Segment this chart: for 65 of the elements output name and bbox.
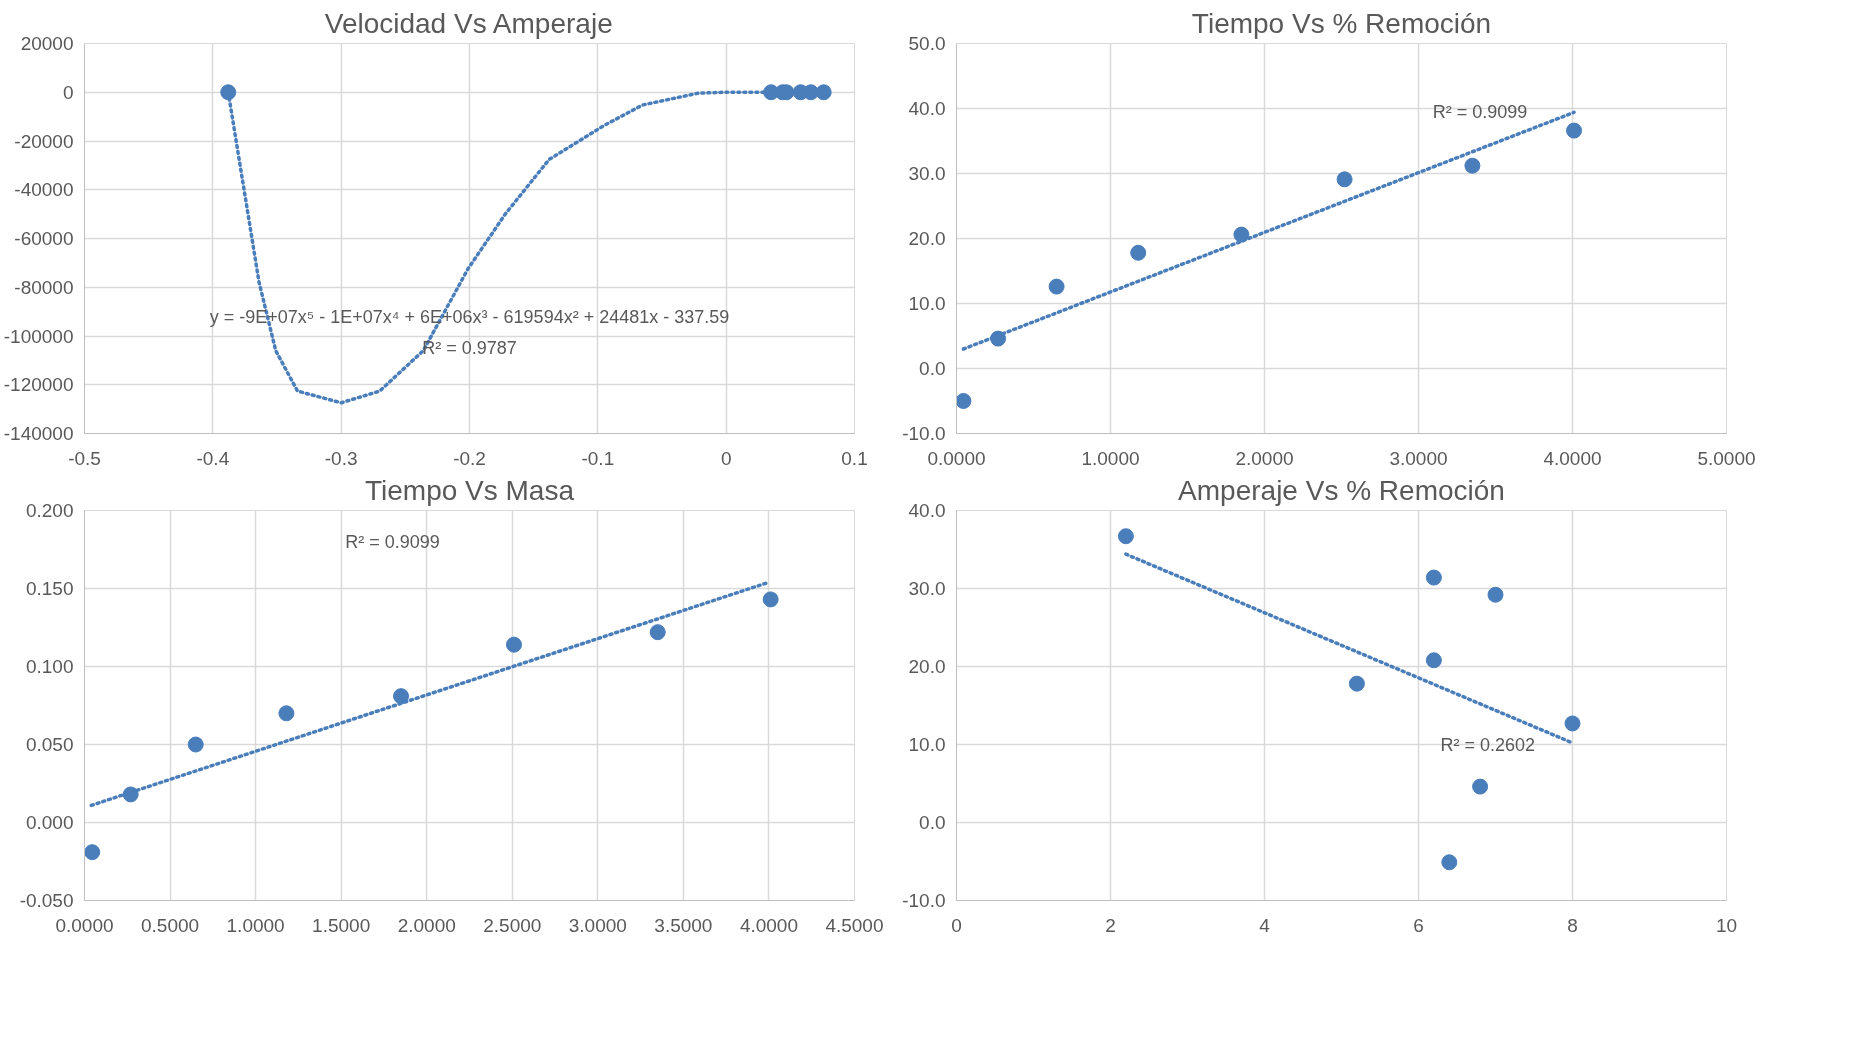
x-tick-label: 0 — [720, 447, 732, 469]
x-tick-label: 3.0000 — [568, 914, 627, 936]
y-tick-label: 0 — [62, 81, 74, 103]
x-tick-label: 2.0000 — [397, 914, 456, 936]
y-tick-label: -20000 — [14, 130, 74, 152]
x-tick-label: 0 — [951, 914, 962, 936]
x-tick-label: 3.5000 — [654, 914, 713, 936]
y-tick-label: -60000 — [14, 228, 74, 249]
x-tick-label: 2.0000 — [1235, 447, 1294, 469]
y-tick-label: 20.0 — [908, 656, 946, 677]
y-tick-label: 40.0 — [908, 500, 946, 521]
y-tick-label: 0.0 — [919, 358, 946, 379]
x-tick-label: 4.5000 — [825, 914, 884, 936]
y-tick-label: 0.050 — [25, 734, 74, 755]
y-tick-label: 10.0 — [908, 293, 946, 314]
chart-title: Amperaje Vs % Remoción — [1178, 474, 1505, 506]
x-tick-label: 4 — [1259, 914, 1271, 936]
x-tick-label: 4.0000 — [739, 914, 799, 936]
y-tick-label: 40.0 — [908, 98, 946, 119]
y-tick-label: -10.0 — [902, 890, 946, 911]
annotation: R² = 0.9787 — [422, 337, 517, 358]
x-tick-label: 8 — [1567, 914, 1578, 936]
y-tick-label: -0.050 — [19, 890, 74, 911]
x-tick-label: 2.5000 — [483, 914, 542, 936]
x-tick-label: 0.0000 — [55, 914, 114, 936]
y-tick-label: 10.0 — [908, 734, 946, 755]
y-tick-label: 30.0 — [908, 578, 946, 599]
x-tick-label: 6 — [1413, 914, 1424, 936]
y-tick-label: 20000 — [20, 33, 74, 54]
y-tick-label: -80000 — [14, 276, 74, 298]
x-tick-label: -0.1 — [581, 447, 615, 469]
y-tick-label: -140000 — [3, 423, 74, 444]
chart-title: Tiempo Vs % Remoción — [1191, 7, 1492, 39]
y-tick-label: -100000 — [3, 325, 74, 347]
x-tick-label: 5.0000 — [1697, 447, 1756, 469]
chart-title: Tiempo Vs Masa — [364, 474, 575, 506]
x-tick-label: -0.3 — [324, 447, 358, 469]
annotation: R² = 0.9099 — [1432, 101, 1528, 122]
x-tick-label: -0.5 — [68, 447, 101, 469]
x-tick-label: -0.2 — [453, 447, 486, 469]
x-tick-label: 0.0000 — [927, 447, 986, 469]
x-tick-label: 0.1 — [841, 447, 868, 469]
y-tick-label: 0.200 — [25, 500, 74, 521]
y-tick-label: 0.150 — [25, 578, 74, 599]
y-tick-label: 20.0 — [908, 228, 946, 249]
y-tick-label: -120000 — [3, 374, 74, 396]
y-tick-label: -10.0 — [902, 423, 946, 444]
y-tick-label: 0.000 — [25, 812, 74, 833]
x-tick-label: -0.4 — [196, 447, 230, 469]
y-tick-label: -40000 — [14, 179, 74, 201]
x-tick-label: 0.5000 — [141, 914, 200, 936]
y-tick-label: 0.0 — [919, 812, 946, 833]
x-tick-label: 1.0000 — [226, 914, 285, 936]
x-tick-label: 1.0000 — [1081, 447, 1140, 469]
y-tick-label: 30.0 — [908, 163, 946, 184]
x-tick-label: 1.5000 — [312, 914, 371, 936]
x-tick-label: 4.0000 — [1543, 447, 1602, 469]
x-tick-label: 10 — [1715, 914, 1738, 936]
y-tick-label: 0.100 — [25, 656, 74, 677]
annotation: R² = 0.9099 — [345, 531, 440, 552]
x-tick-label: 3.0000 — [1389, 447, 1448, 469]
chart-title: Velocidad Vs Amperaje — [324, 7, 613, 39]
y-tick-label: 50.0 — [908, 33, 946, 54]
x-tick-label: 2 — [1105, 914, 1116, 936]
annotation: R² = 0.2602 — [1440, 734, 1536, 755]
